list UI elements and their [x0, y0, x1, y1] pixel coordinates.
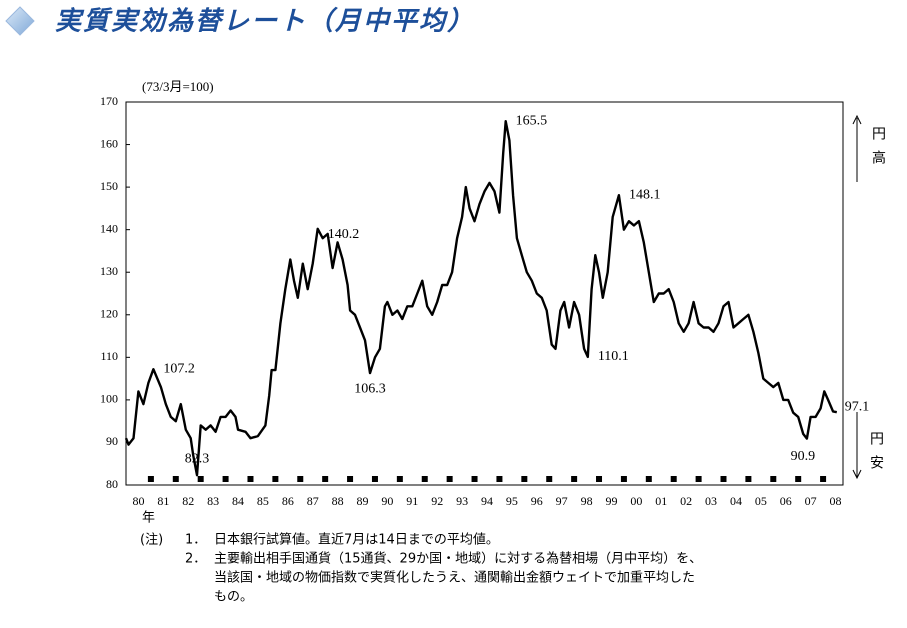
y-tick-label: 90	[106, 434, 118, 448]
x-tick	[496, 476, 503, 482]
x-tick	[596, 476, 603, 482]
data-label: 107.2	[163, 361, 195, 376]
unit-label: (73/3月=100)	[142, 79, 214, 94]
x-tick-label: 94	[481, 494, 493, 508]
y-tick-label: 80	[106, 477, 118, 491]
x-tick-label: 00	[630, 494, 642, 508]
x-tick	[645, 476, 652, 482]
y-tick-label: 170	[100, 94, 118, 108]
x-tick-label: 83	[207, 494, 219, 508]
x-tick-label: 06	[780, 494, 792, 508]
data-label: 140.2	[328, 227, 360, 242]
x-tick-label: 08	[830, 494, 842, 508]
x-tick	[620, 476, 627, 482]
x-tick	[521, 476, 528, 482]
x-tick	[546, 476, 553, 482]
y-tick-label: 130	[100, 264, 118, 278]
x-tick	[695, 476, 702, 482]
notes-header: (注)	[140, 533, 163, 548]
plot-frame	[125, 101, 844, 486]
y-tick-label: 110	[100, 349, 118, 363]
line	[124, 120, 838, 477]
x-tick-label: 90	[381, 494, 393, 508]
y-tick-label: 160	[100, 136, 118, 150]
y-tick-label: 150	[100, 179, 118, 193]
x-tick-label: 07	[805, 494, 817, 508]
x-tick-label: 80	[132, 494, 144, 508]
data-label: 106.3	[354, 381, 386, 396]
x-tick-label: 85	[257, 494, 269, 508]
x-tick-label: 02	[680, 494, 692, 508]
x-tick	[421, 476, 428, 482]
x-tick-label: 81	[157, 494, 169, 508]
x-tick	[347, 476, 354, 482]
y-tick-label: 120	[100, 307, 118, 321]
x-tick	[396, 476, 403, 482]
x-tick	[670, 476, 677, 482]
arrow-up-head	[852, 114, 862, 125]
x-tick	[820, 476, 827, 482]
note-number: 2．	[185, 552, 206, 567]
x-tick	[272, 476, 279, 482]
note-line: 主要輸出相手国通貨（15通貨、29か国・地域）に対する為替相場（月中平均）を、	[214, 551, 702, 567]
x-tick	[147, 476, 154, 482]
x-tick	[770, 476, 777, 482]
x-tick-label: 04	[730, 494, 742, 508]
side-label: 円安	[868, 431, 884, 479]
x-tick-label: 05	[755, 494, 767, 508]
data-label: 90.9	[791, 449, 816, 464]
x-tick	[197, 476, 204, 482]
x-tick-label: 95	[506, 494, 518, 508]
x-tick	[322, 476, 329, 482]
x-tick	[571, 476, 578, 482]
x-tick-label: 84	[232, 494, 244, 508]
x-tick	[795, 476, 802, 482]
x-tick	[371, 476, 378, 482]
x-tick-label: 86	[282, 494, 294, 508]
notes: (注) 1． 日本銀行試算値。直近7月は14日までの平均値。 2． 主要輸出相手国通貨（…	[140, 532, 702, 605]
x-tick-label: 01	[655, 494, 667, 508]
x-tick-label: 92	[431, 494, 443, 508]
data-label: 110.1	[598, 349, 629, 364]
data-label: 148.1	[629, 187, 661, 202]
x-tick	[471, 476, 478, 482]
x-tick-label: 03	[705, 494, 717, 508]
data-label: 165.5	[516, 113, 548, 128]
chart-title: 実質実効為替レート（月中平均）	[55, 7, 475, 37]
side-label: 円高	[870, 126, 886, 174]
y-tick-label: 140	[100, 221, 118, 235]
x-tick-label: 82	[182, 494, 194, 508]
x-tick	[446, 476, 453, 482]
x-tick	[172, 476, 179, 482]
note-line: 日本銀行試算値。直近7月は14日までの平均値。	[214, 532, 499, 548]
x-tick-label: 87	[307, 494, 319, 508]
x-tick-label: 93	[456, 494, 468, 508]
x-tick	[297, 476, 304, 482]
note-line: もの。	[214, 590, 253, 605]
data-label: 97.1	[845, 399, 870, 414]
x-tick-label: 96	[531, 494, 543, 508]
note-line: 当該国・地域の物価指数で実質化したうえ、通関輸出金額ウェイトで加重平均した	[214, 570, 695, 586]
x-tick-label: 98	[581, 494, 593, 508]
arrow-down-head	[852, 469, 862, 480]
note-number: 1．	[185, 533, 206, 548]
x-tick	[247, 476, 254, 482]
x-tick-label: 97	[556, 494, 568, 508]
data-label: 82.3	[185, 451, 210, 466]
x-tick-label: 99	[605, 494, 617, 508]
x-tick	[222, 476, 229, 482]
x-axis-label: 年	[142, 511, 155, 526]
x-tick	[720, 476, 727, 482]
x-tick-label: 91	[406, 494, 418, 508]
x-tick-label: 89	[357, 494, 369, 508]
y-tick-label: 100	[100, 392, 118, 406]
x-tick-label: 88	[332, 494, 344, 508]
x-tick	[745, 476, 752, 482]
title-icon	[5, 6, 35, 36]
